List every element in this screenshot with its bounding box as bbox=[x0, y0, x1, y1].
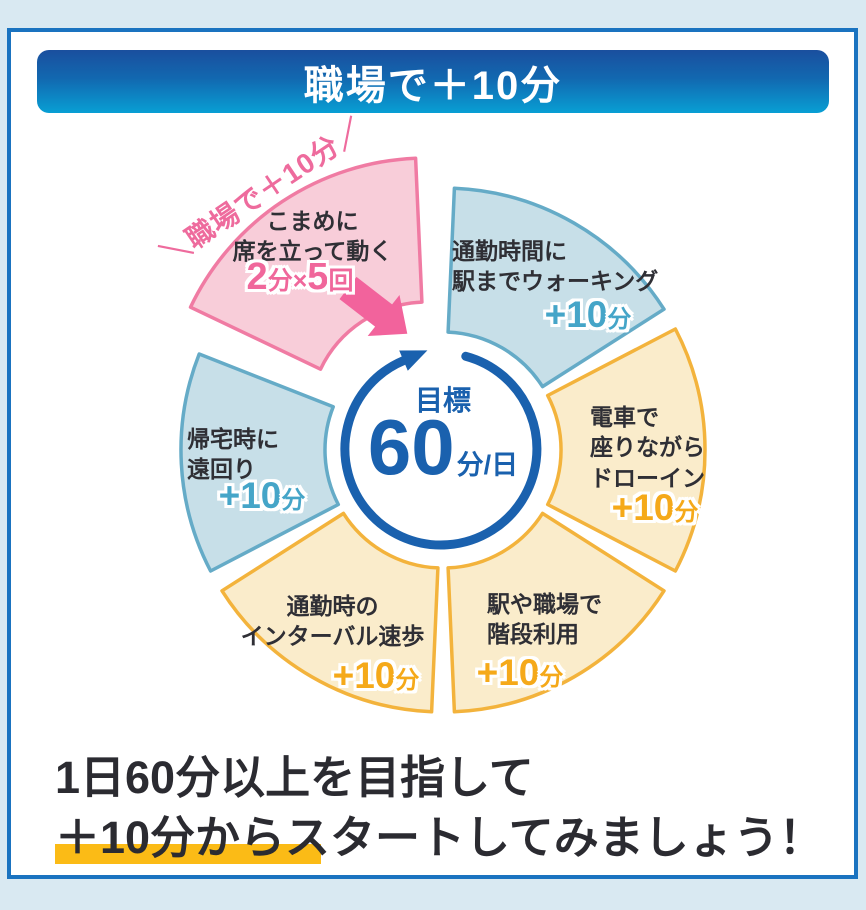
segment-train-drawin-label: 電車で 座りながら ドローイン bbox=[590, 404, 705, 491]
segment-detour-home-label: 帰宅時に 遠回り bbox=[187, 426, 279, 483]
segment-workplace-label-line2: 席を立って動く bbox=[232, 238, 393, 265]
pink-pointer-arrow bbox=[339, 276, 408, 336]
segment-commute-walk-value: +10分 bbox=[544, 294, 632, 335]
segment-commute-walk-shape bbox=[446, 186, 666, 389]
segment-stairs-label: 駅や職場で 階段利用 bbox=[487, 591, 602, 648]
goal-minutes: 60 bbox=[367, 403, 455, 491]
segment-detour-home-shape bbox=[179, 352, 341, 573]
segment-interval-walk-shape bbox=[220, 511, 440, 714]
segment-workplace-label: こまめに 席を立って動く bbox=[210, 206, 415, 267]
segment-commute-walk-label: 通勤時間に 駅までウォーキング bbox=[452, 238, 659, 295]
caption-line2: ＋10分からスタートしてみましょう！ bbox=[55, 811, 824, 863]
segment-stairs-shape bbox=[446, 511, 666, 714]
bottom-caption: 1日60分以上を目指して ＋10分からスタートしてみましょう！ bbox=[55, 748, 824, 868]
caption-line1: 1日60分以上を目指して bbox=[55, 752, 534, 803]
title-banner: 職場で＋10分 bbox=[37, 50, 829, 113]
content-card bbox=[7, 28, 858, 879]
title-banner-text: 職場で＋10分 bbox=[303, 63, 563, 108]
segment-train-drawin-shape bbox=[545, 327, 707, 573]
segment-workplace-label-line1: こまめに bbox=[266, 208, 359, 234]
caption-highlight-marker bbox=[55, 844, 321, 864]
goal-circle-arrow bbox=[340, 351, 542, 550]
goal-circle-arrowhead-icon bbox=[399, 350, 428, 371]
goal-unit: 分/日 bbox=[456, 450, 519, 480]
segment-interval-walk-value: +10分 bbox=[332, 655, 420, 696]
segment-train-drawin-value: +10分 bbox=[611, 487, 699, 528]
segment-interval-walk-label: 通勤時の インターバル速歩 bbox=[240, 593, 425, 650]
segment-stairs-value: +10分 bbox=[476, 652, 564, 693]
segment-workplace-value: 2分×5回 bbox=[246, 256, 354, 298]
segment-detour-home-value: +10分 bbox=[218, 475, 306, 516]
goal-value: 60 分/日 bbox=[348, 408, 538, 486]
goal-label: 目標 bbox=[414, 385, 471, 416]
